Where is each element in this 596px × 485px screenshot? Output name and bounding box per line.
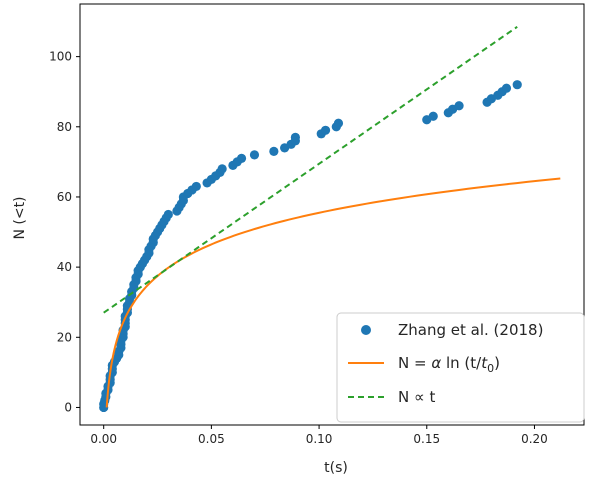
x-tick-label: 0.10	[306, 432, 333, 446]
scatter-point	[501, 83, 512, 93]
linear-trend-line	[103, 25, 518, 314]
y-tick-label: 100	[49, 50, 72, 64]
axes-frame	[79, 3, 585, 426]
y-tick-label: 40	[57, 260, 72, 274]
x-tick-label: 0.05	[198, 432, 225, 446]
y-tick-label: 0	[64, 400, 72, 414]
scatter-point	[249, 150, 260, 160]
legend-label-linear: N ∝ t	[398, 388, 435, 406]
scatter-point	[191, 181, 201, 192]
scatter-point	[320, 125, 331, 135]
x-tick-label: 0.20	[521, 432, 548, 446]
legend-marker-scatter	[361, 325, 371, 335]
plot-area-border	[79, 3, 585, 426]
legend-label-log-fit-prefix: N =	[398, 354, 431, 372]
y-tick-label: 80	[57, 120, 72, 134]
legend-label-scatter: Zhang et al. (2018)	[398, 321, 543, 339]
log-fit-line	[105, 177, 561, 408]
x-axis-label: t(s)	[324, 460, 348, 476]
ticks: 0.00 0.05 0.10 0.15 0.20 0 20 40 60 80 100	[49, 50, 548, 446]
scatter-point	[512, 80, 522, 90]
scatter-point	[290, 132, 300, 142]
legend-label-log-fit-suffix: )	[494, 354, 500, 372]
scatter-point	[333, 118, 344, 128]
legend-label-log-fit-sub: 0	[487, 362, 494, 375]
y-tick-label: 60	[57, 190, 72, 204]
scatter-point	[428, 111, 438, 121]
y-axis-label: N (<t)	[12, 196, 28, 239]
legend-label-log-fit: N = α ln (t/t0)	[398, 354, 500, 375]
scatter-point	[163, 209, 173, 220]
scatter-point	[454, 101, 464, 111]
legend-label-log-fit-t: t	[481, 354, 488, 372]
legend-label-log-fit-alpha: α	[431, 354, 441, 372]
scatter-point	[269, 146, 279, 156]
scatter-point	[217, 164, 227, 174]
plot-elements	[99, 25, 561, 413]
y-tick-label: 20	[57, 330, 72, 344]
x-tick-label: 0.15	[413, 432, 440, 446]
scatter-point	[236, 153, 247, 163]
x-tick-label: 0.00	[90, 432, 117, 446]
legend-label-log-fit-mid: ln (t/	[441, 354, 482, 372]
legend-box	[336, 312, 585, 423]
legend: Zhang et al. (2018) N = α ln (t/t0) N ∝ …	[336, 312, 585, 423]
